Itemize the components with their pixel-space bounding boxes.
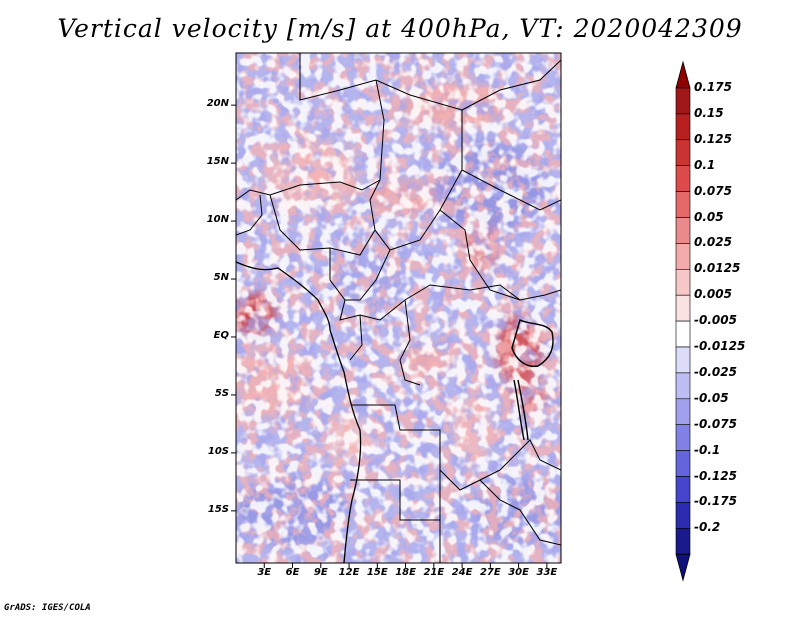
lake-tanganyika	[513, 379, 529, 441]
colorbar-label: 0.05	[694, 209, 724, 224]
colorbar-min-arrow	[675, 553, 691, 582]
colorbar-swatch	[675, 294, 691, 322]
colorbar-label: 0.075	[694, 183, 732, 198]
border-line	[479, 479, 561, 546]
colorbar-label: 0.1	[694, 157, 716, 172]
border-line	[349, 314, 363, 361]
x-tick-label: 33E	[536, 567, 558, 578]
colorbar-swatch	[675, 217, 691, 244]
x-tick-label: 12E	[338, 567, 360, 578]
colorbar-label: -0.125	[694, 468, 737, 483]
axis-ticks	[231, 104, 548, 568]
colorbar-swatch	[675, 346, 691, 374]
border-line	[461, 169, 561, 211]
border-line	[461, 59, 561, 111]
border-line	[352, 404, 501, 491]
y-tick-label: 15N	[206, 156, 229, 168]
x-tick-label: 27E	[479, 567, 501, 578]
plot-border	[235, 52, 562, 564]
border-line	[236, 79, 385, 201]
x-tick-label: 24E	[451, 567, 473, 578]
colorbar-swatch	[675, 139, 691, 167]
y-tick-label: 10S	[207, 445, 229, 457]
colorbar-label: -0.2	[694, 520, 721, 535]
chart-title: Vertical velocity [m/s] at 400hPa, VT: 2…	[57, 14, 743, 43]
border-line	[329, 248, 391, 301]
border-line	[236, 194, 263, 236]
colorbar-swatch	[675, 476, 691, 503]
colorbar-swatch	[675, 450, 691, 477]
colorbar-label: -0.1	[694, 442, 721, 457]
colorbar-label: -0.005	[694, 313, 737, 328]
colorbar-swatch	[675, 268, 691, 296]
y-tick-label: 5N	[213, 272, 229, 284]
x-tick-label: 30E	[508, 567, 529, 578]
colorbar-label: 0.0125	[694, 261, 741, 276]
x-tick-label: 21E	[423, 567, 445, 578]
colorbar-swatch	[675, 372, 691, 400]
border-line	[350, 479, 440, 521]
colorbar-swatch	[675, 243, 691, 270]
y-tick-label: 20N	[206, 98, 229, 110]
colorbar-label: 0.15	[694, 105, 724, 120]
field-texture-white	[236, 53, 561, 563]
colorbar-label: -0.075	[694, 416, 737, 431]
colorbar-swatch	[675, 424, 691, 451]
border-line	[269, 194, 376, 256]
x-tick-label: 18E	[395, 567, 416, 578]
colorbar-swatch	[675, 113, 691, 141]
border-line	[399, 299, 421, 386]
colorbar-swatch	[675, 320, 691, 348]
colorbar-max-arrow	[675, 60, 691, 89]
y-tick-label: 5S	[214, 387, 229, 399]
lake-victoria-shore	[511, 318, 554, 367]
y-tick-label: 15S	[207, 503, 229, 515]
colorbar-label: -0.0125	[694, 339, 746, 353]
border-line	[499, 439, 561, 471]
colorbar-swatch	[675, 191, 691, 218]
colorbar-label: 0.175	[694, 80, 732, 94]
credit-text: GrADS: IGES/COLA	[4, 603, 91, 613]
colorbar-swatch	[675, 87, 691, 115]
colorbar-label: 0.025	[694, 235, 732, 250]
colorbar	[675, 60, 691, 582]
border-line	[369, 179, 441, 251]
colorbar-label: 0.125	[694, 131, 732, 146]
map-plot-area	[236, 53, 561, 563]
x-tick-label: 6E	[285, 567, 300, 578]
y-tick-label: 10N	[206, 214, 229, 226]
border-line	[299, 53, 471, 261]
x-tick-label: 9E	[313, 567, 328, 578]
border-line	[469, 259, 561, 301]
x-tick-label: 3E	[257, 567, 272, 578]
colorbar-label: -0.175	[694, 494, 737, 509]
x-tick-label: 15E	[366, 567, 388, 578]
coastline	[236, 261, 362, 563]
colorbar-label: -0.05	[694, 390, 729, 405]
colorbar-swatch	[675, 165, 691, 192]
colorbar-label: -0.025	[694, 364, 737, 379]
colorbar-swatch	[675, 502, 691, 529]
y-tick-label: EQ	[213, 329, 229, 341]
colorbar-swatch	[675, 527, 691, 555]
country-borders	[236, 53, 561, 563]
colorbar-swatch	[675, 398, 691, 425]
colorbar-label: 0.005	[694, 287, 732, 302]
